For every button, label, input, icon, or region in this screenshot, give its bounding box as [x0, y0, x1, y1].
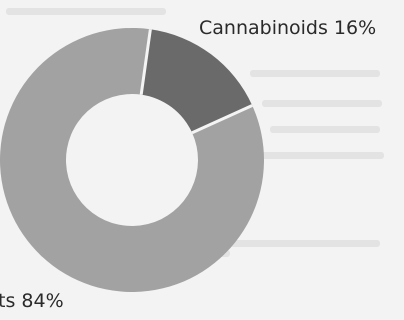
- donut-slices: [0, 28, 264, 292]
- slice-separator-1: [191, 104, 253, 135]
- data-label-other: ts 84%: [0, 290, 64, 312]
- slice-separator-0: [139, 29, 152, 95]
- slice-other-constituents: [0, 28, 264, 292]
- data-label-cannabinoids: Cannabinoids 16%: [199, 17, 376, 39]
- slice-cannabinoids: [141, 29, 253, 133]
- slice-separators: [139, 29, 253, 135]
